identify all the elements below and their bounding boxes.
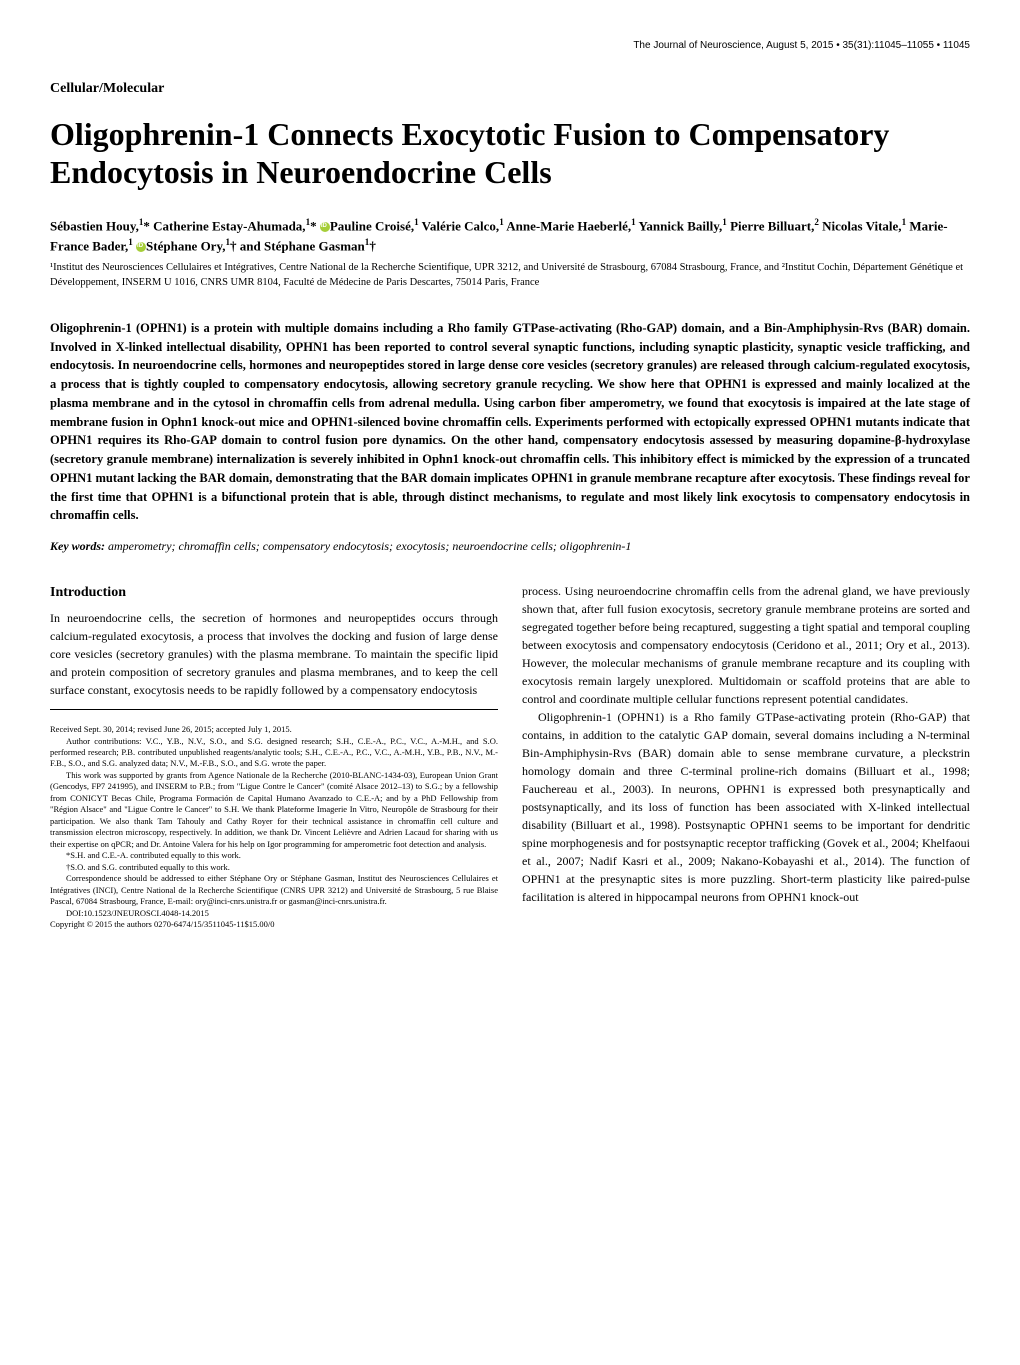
journal-header: The Journal of Neuroscience, August 5, 2… — [50, 40, 970, 51]
section-label: Cellular/Molecular — [50, 81, 970, 97]
abstract: Oligophrenin-1 (OPHN1) is a protein with… — [50, 319, 970, 525]
intro-paragraph-right-1: process. Using neuroendocrine chromaffin… — [522, 582, 970, 708]
intro-paragraph-left: In neuroendocrine cells, the secretion o… — [50, 609, 498, 699]
affiliations: ¹Institut des Neurosciences Cellulaires … — [50, 261, 970, 290]
doi: DOI:10.1523/JNEUROSCI.4048-14.2015 — [50, 908, 498, 919]
two-column-body: Introduction In neuroendocrine cells, th… — [50, 582, 970, 930]
author-contributions: Author contributions: V.C., Y.B., N.V., … — [50, 736, 498, 770]
footnote-separator — [50, 709, 498, 710]
keywords-text: amperometry; chromaffin cells; compensat… — [105, 539, 631, 553]
footnotes-block: Received Sept. 30, 2014; revised June 26… — [50, 724, 498, 930]
equal-contribution-2: †S.O. and S.G. contributed equally to th… — [50, 862, 498, 873]
left-column: Introduction In neuroendocrine cells, th… — [50, 582, 498, 930]
keywords-label: Key words: — [50, 539, 105, 553]
introduction-heading: Introduction — [50, 582, 498, 603]
funding: This work was supported by grants from A… — [50, 770, 498, 850]
article-title: Oligophrenin-1 Connects Exocytotic Fusio… — [50, 115, 970, 192]
copyright: Copyright © 2015 the authors 0270-6474/1… — [50, 919, 498, 930]
intro-paragraph-right-2: Oligophrenin-1 (OPHN1) is a Rho family G… — [522, 708, 970, 906]
authors-line: Sébastien Houy,1* Catherine Estay-Ahumad… — [50, 216, 970, 256]
orcid-icon — [320, 222, 330, 232]
equal-contribution-1: *S.H. and C.E.-A. contributed equally to… — [50, 850, 498, 861]
orcid-icon — [136, 242, 146, 252]
keywords: Key words: amperometry; chromaffin cells… — [50, 539, 970, 554]
correspondence: Correspondence should be addressed to ei… — [50, 873, 498, 907]
right-column: process. Using neuroendocrine chromaffin… — [522, 582, 970, 930]
received-line: Received Sept. 30, 2014; revised June 26… — [50, 724, 498, 735]
